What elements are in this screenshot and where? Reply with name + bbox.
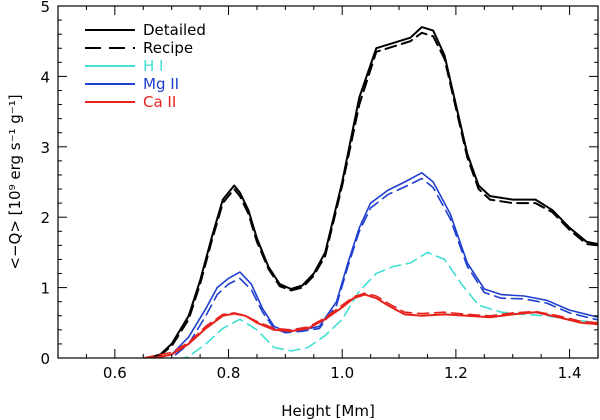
series-line-5 [148,293,598,358]
y-tick-label: 2 [40,209,50,227]
legend-label-0: Detailed [143,21,206,39]
y-tick-label: 0 [40,350,50,368]
legend-label-1: Recipe [143,39,193,57]
legend-label-2: H I [143,57,163,75]
plot-frame [57,5,599,359]
tick-labels-group: 0.6 0.8 1.0 1.2 1.4 0 1 2 3 4 5 [40,0,581,382]
y-axis-title: <−Q> [10⁹ erg s⁻¹ g⁻¹] [6,94,24,269]
series-line-6 [126,292,598,358]
series-group [58,26,598,358]
y-tick-label: 4 [40,68,50,86]
x-tick-label: 1.2 [444,364,468,382]
y-tick-label: 5 [40,0,50,16]
x-axis-title: Height [Mm] [281,402,375,420]
x-tick-label: 1.4 [558,364,582,382]
series-line-3 [152,172,598,358]
x-tick-label: 0.8 [217,364,241,382]
x-tick-label: 1.0 [330,364,354,382]
series-line-1 [58,31,598,358]
series-line-2 [180,251,598,358]
series-line-0 [144,26,598,358]
legend-label-3: Mg II [143,75,179,93]
y-tick-label: 1 [40,280,50,298]
ticks-group [57,5,599,359]
y-tick-label: 3 [40,139,50,157]
x-tick-label: 0.6 [103,364,127,382]
legend-label-4: Ca II [143,93,176,111]
